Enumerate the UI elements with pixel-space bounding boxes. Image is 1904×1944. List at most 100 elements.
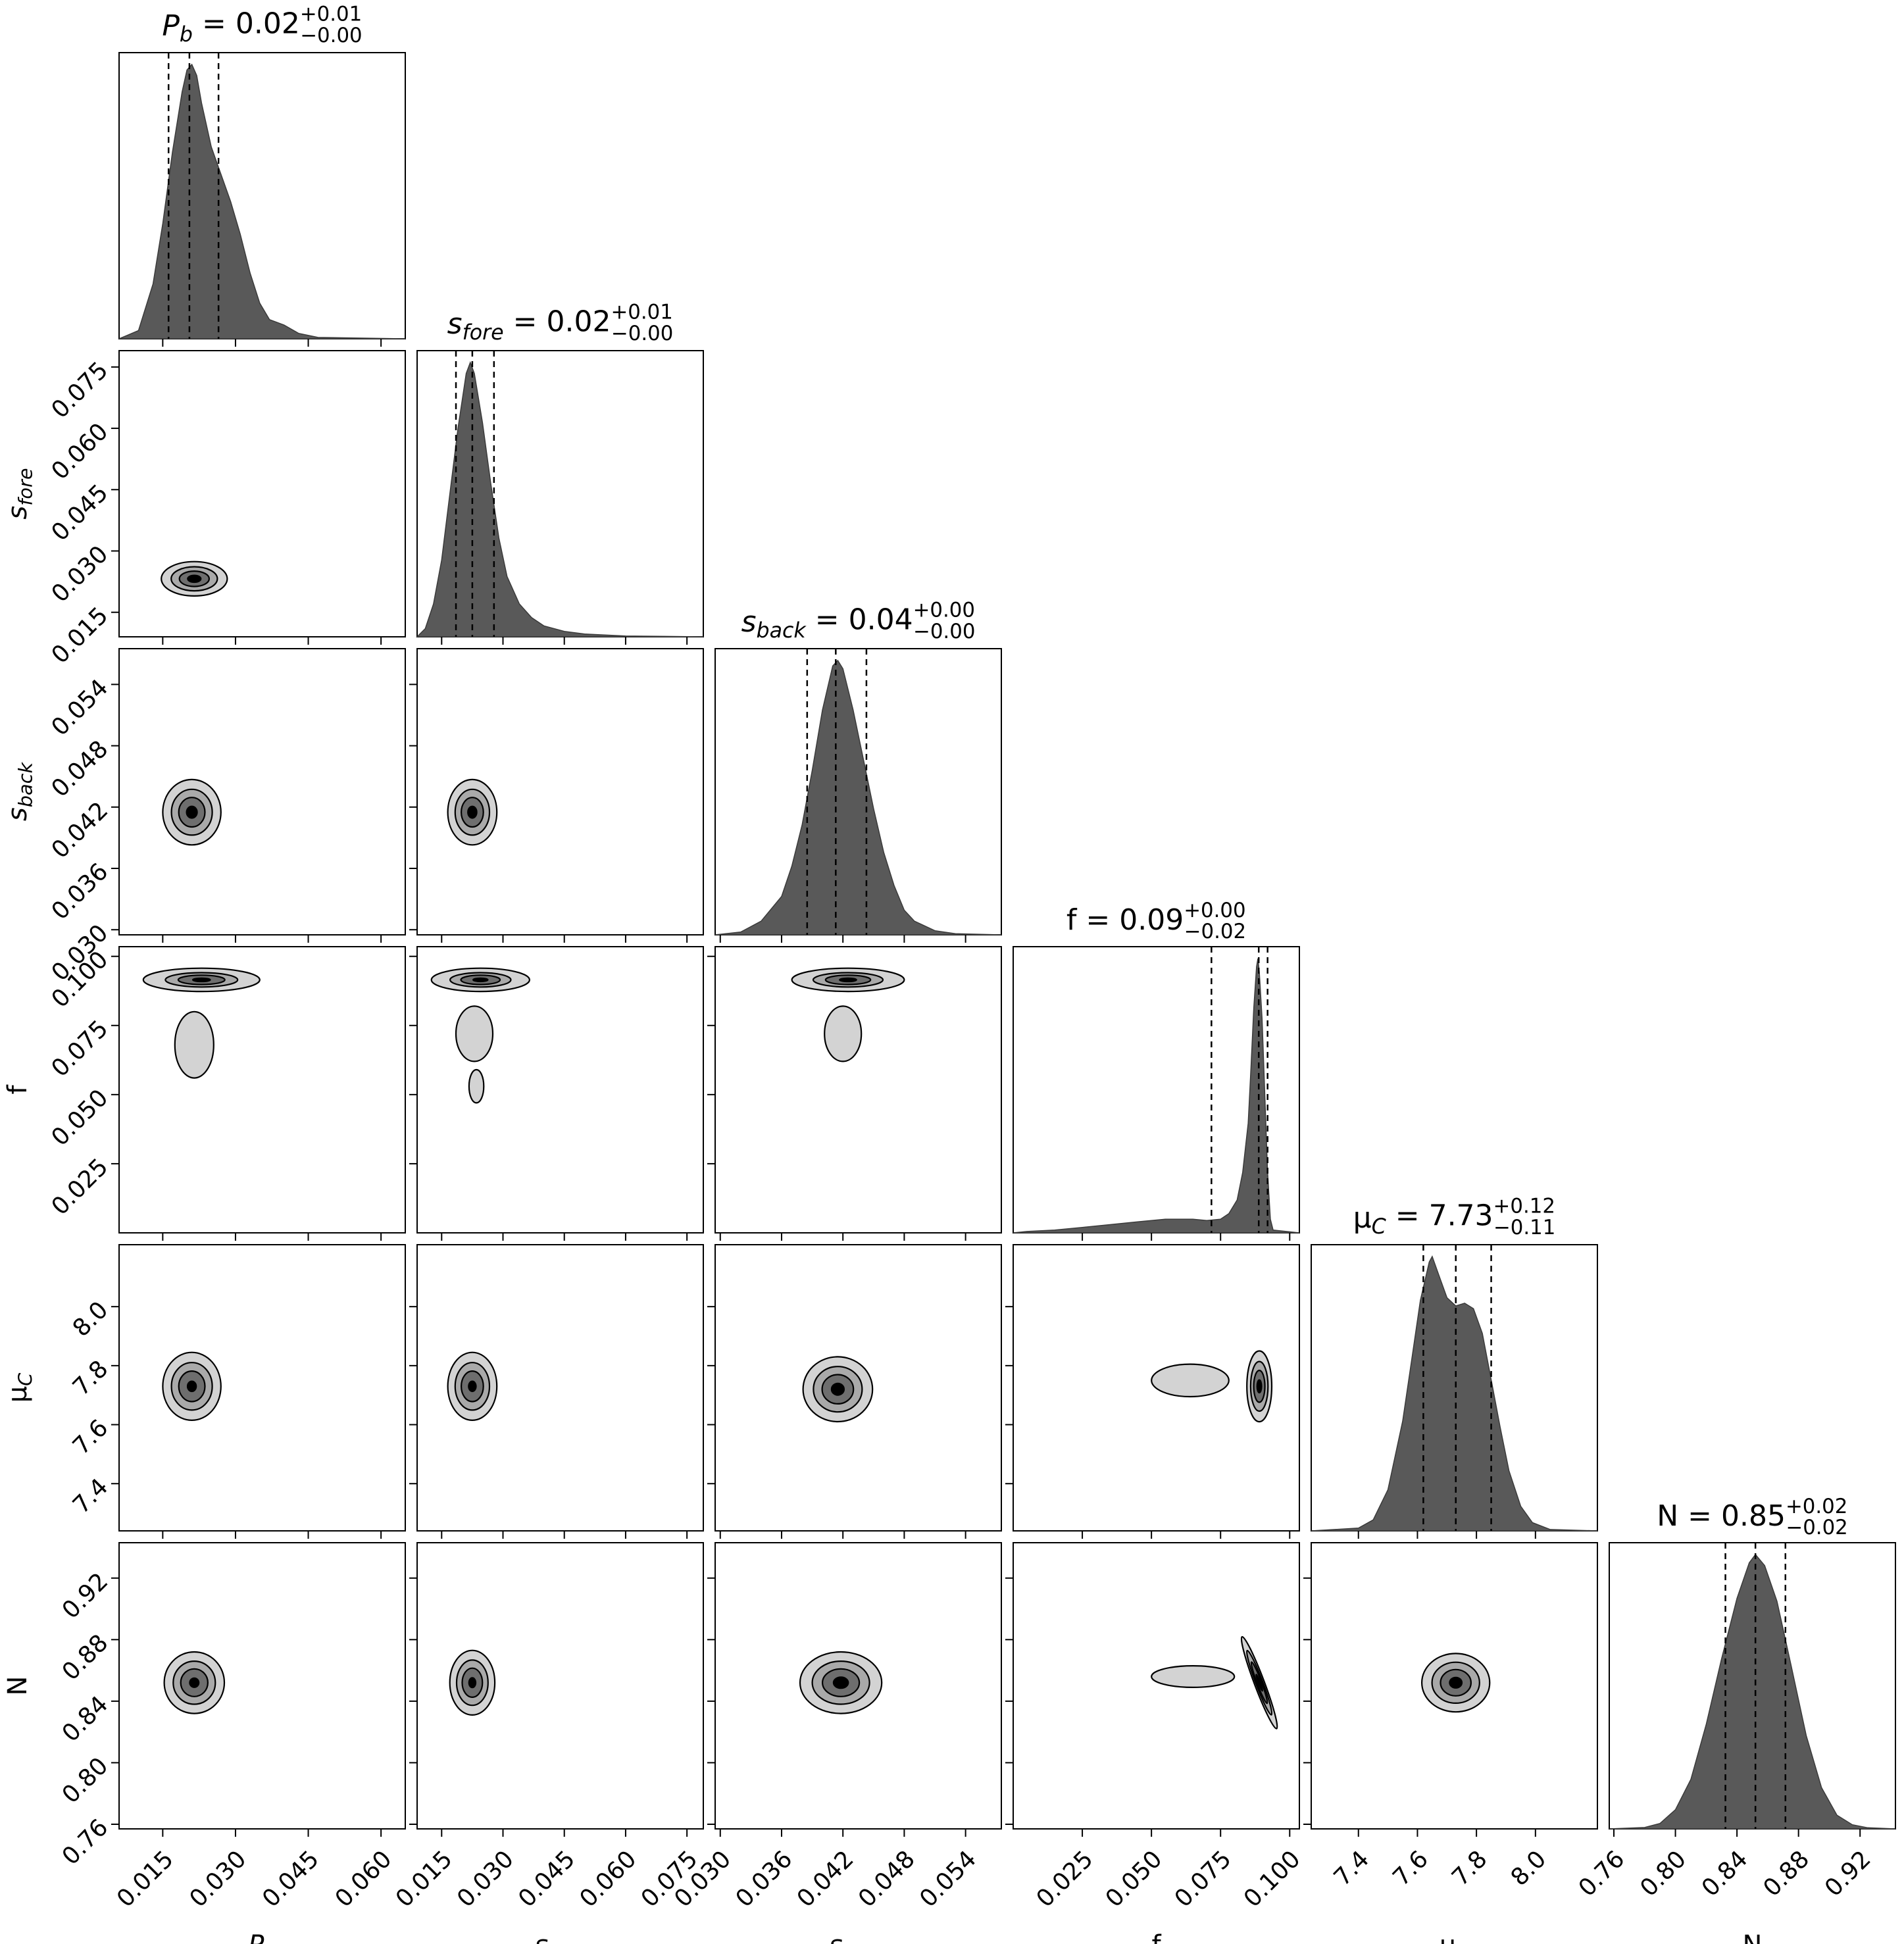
y-axis-label-f: f: [3, 1085, 33, 1095]
x-tick-label-sfore: 0.030: [452, 1845, 519, 1912]
y-tick-label-sback: 0.048: [47, 735, 114, 803]
x-tick-label-sback: 0.042: [792, 1845, 859, 1912]
contour-level-3: [832, 1676, 849, 1689]
x-axis-label-N: N: [1743, 1930, 1763, 1944]
x-tick-label-sfore: 0.015: [391, 1845, 458, 1912]
y-axis-label-N: N: [3, 1676, 33, 1696]
x-axis-label-sback: sback: [829, 1930, 889, 1944]
title-lower-error: −0.02: [1786, 1516, 1847, 1539]
y-tick-label-sback: 0.042: [47, 797, 114, 864]
joint-panel-Pb-sback: [118, 648, 406, 935]
histogram-area: [1013, 958, 1300, 1234]
contour-level-3: [1256, 1379, 1263, 1394]
panel-title-Pb: Pb = 0.02+0.01 −0.00: [162, 2, 362, 47]
joint-panel-f-muC: [1013, 1244, 1300, 1532]
panel-title-N: N = 0.85+0.02 −0.02: [1657, 1495, 1848, 1539]
x-axis-label-f: f: [1151, 1930, 1161, 1944]
title-median: 0.09: [1119, 903, 1184, 937]
title-subscript: b: [180, 23, 193, 47]
title-lower-error: −0.00: [913, 620, 975, 643]
contours-muC-N: [1420, 1653, 1491, 1713]
x-tick-label-f: 0.050: [1101, 1845, 1168, 1912]
y-tick-label-muC: 7.6: [68, 1414, 113, 1460]
title-subscript: C: [1372, 1215, 1386, 1239]
marginal-f: f = 0.09+0.00 −0.02: [1013, 899, 1300, 1234]
contour-level-3: [186, 805, 198, 819]
y-tick-label-f: 0.075: [47, 1015, 114, 1082]
x-tick-label-sfore: 0.045: [513, 1845, 580, 1912]
contours-sback-f: [791, 967, 905, 1062]
contour-level-0: [1151, 1363, 1230, 1398]
contour-level-0: [1151, 1665, 1236, 1689]
y-tick-label-sback: 0.054: [47, 674, 114, 741]
joint-panel-Pb-muC: [118, 1244, 406, 1532]
x-tick-label-Pb: 0.030: [185, 1845, 252, 1912]
title-symbol: f: [1066, 903, 1078, 937]
title-lower-error: −0.00: [611, 322, 673, 345]
title-subscript: back: [757, 619, 807, 643]
title-upper-error: +0.01: [611, 300, 672, 324]
title-equals: =: [193, 7, 236, 41]
x-tick-label-sfore: 0.060: [575, 1845, 642, 1912]
joint-panel-Pb-f: [118, 946, 406, 1234]
x-tick-label-N: 0.80: [1635, 1845, 1691, 1902]
joint-panel-Pb-sfore: [118, 350, 406, 637]
title-lower-error: −0.00: [300, 24, 362, 47]
x-tick-label-sback: 0.036: [731, 1845, 798, 1912]
contour-level-3: [187, 574, 202, 584]
title-median: 7.73: [1429, 1199, 1493, 1233]
x-tick-label-muC: 7.4: [1329, 1846, 1374, 1891]
title-lower-error: −0.02: [1184, 920, 1246, 943]
y-tick-label-sfore: 0.060: [47, 418, 114, 486]
x-tick-label-Pb: 0.060: [330, 1845, 397, 1912]
histogram-area: [1311, 1255, 1598, 1532]
y-tick-label-f: 0.050: [47, 1084, 114, 1151]
title-median: 0.02: [236, 7, 300, 41]
y-axis-label-sfore: sfore: [3, 468, 37, 519]
histogram-area: [1609, 1553, 1896, 1830]
x-tick-label-N: 0.92: [1820, 1845, 1876, 1902]
title-subscript: fore: [463, 321, 504, 345]
panel-title-f: f = 0.09+0.00 −0.02: [1066, 899, 1246, 943]
contour-level-3: [468, 1677, 477, 1689]
histogram-area: [416, 361, 704, 637]
panel-title-sfore: sfore = 0.02+0.01 −0.00: [447, 300, 674, 345]
y-tick-label-N: 0.80: [57, 1753, 114, 1809]
title-upper-error: +0.00: [1184, 899, 1245, 922]
contour-level-0: [468, 1068, 485, 1104]
y-tick-label-N: 0.92: [57, 1568, 114, 1624]
contour-level-3: [839, 977, 857, 983]
x-tick-label-sback: 0.054: [914, 1845, 982, 1912]
contours-f-muC: [1151, 1350, 1273, 1423]
contour-level-0: [824, 1005, 863, 1062]
title-equals: =: [1076, 903, 1119, 937]
title-equals: =: [504, 305, 547, 339]
x-tick-label-muC: 7.8: [1447, 1845, 1492, 1891]
y-tick-label-muC: 7.4: [68, 1474, 113, 1519]
contour-level-3: [830, 1382, 845, 1396]
y-tick-label-N: 0.76: [57, 1814, 114, 1870]
x-tick-label-Pb: 0.045: [257, 1845, 324, 1912]
marginal-sfore: sfore = 0.02+0.01 −0.00: [416, 300, 704, 637]
title-lower-error: −0.11: [1493, 1216, 1555, 1239]
contour-level-3: [186, 1380, 197, 1393]
title-symbol: s: [741, 605, 757, 639]
marginal-muC: μC = 7.73+0.12 −0.11: [1311, 1194, 1598, 1532]
x-tick-label-N: 0.76: [1574, 1845, 1630, 1902]
y-tick-label-sfore: 0.015: [47, 602, 114, 669]
contours-sfore-f: [430, 967, 531, 1104]
title-equals: =: [1678, 1499, 1721, 1533]
title-symbol: μ: [1353, 1201, 1372, 1235]
title-upper-error: +0.00: [913, 598, 975, 622]
title-equals: =: [1386, 1199, 1429, 1233]
contour-level-3: [468, 1380, 477, 1393]
y-tick-label-N: 0.88: [57, 1630, 114, 1686]
joint-panel-f-N: [1013, 1542, 1300, 1830]
x-tick-label-N: 0.84: [1697, 1845, 1753, 1902]
panel-title-sback: sback = 0.04+0.00 −0.00: [741, 598, 976, 643]
contours-sfore-sback: [447, 778, 498, 846]
y-axis-label-muC: μC: [3, 1372, 37, 1403]
marginal-N: N = 0.85+0.02 −0.02: [1609, 1495, 1896, 1830]
contours-Pb-sback: [162, 778, 222, 846]
joint-panel-Pb-N: [118, 1542, 406, 1830]
